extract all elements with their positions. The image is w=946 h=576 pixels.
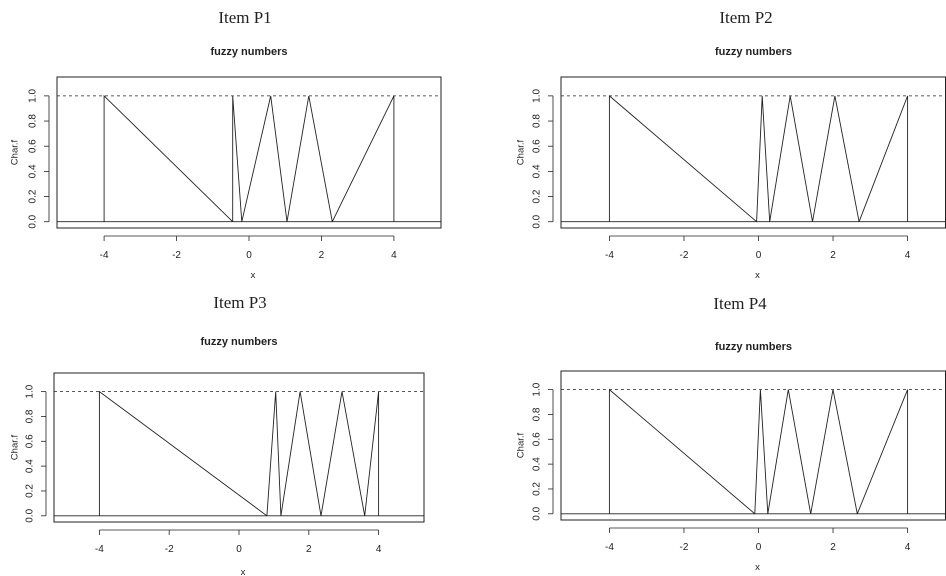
y-tick-label: 0.8 — [25, 409, 36, 423]
y-tick-label: 0.2 — [532, 189, 543, 203]
y-tick-label: 0.0 — [532, 506, 543, 520]
panel-heading-p4: Item P4 — [713, 294, 767, 313]
x-tick-label: 0 — [756, 542, 762, 553]
y-tick-label: 0.6 — [25, 434, 36, 448]
y-tick-label: 0.4 — [28, 164, 39, 178]
x-tick-label: -4 — [605, 250, 614, 261]
fuzzy-chart-p1: fuzzy numbers -4 -2 0 2 4 0.0 0.2 0.4 0.6 0.8 1.0 x C… — [10, 46, 442, 281]
x-tick-label: 4 — [391, 250, 397, 261]
x-axis-label: x — [755, 562, 760, 573]
membership-function-line-3 — [767, 389, 812, 514]
y-tick-label: 0.2 — [532, 482, 543, 496]
chart-title: fuzzy numbers — [210, 46, 287, 58]
x-tick-label: 2 — [306, 544, 312, 555]
membership-function-line-2 — [754, 389, 769, 514]
y-tick-label: 0.2 — [25, 484, 36, 498]
y-tick-label: 0.0 — [28, 214, 39, 228]
membership-function-line-2 — [232, 95, 243, 222]
y-tick-label: 0.2 — [28, 189, 39, 203]
y-tick-label: 0.8 — [532, 114, 543, 128]
membership-function-line-1 — [608, 388, 756, 515]
x-tick-label: 4 — [376, 544, 382, 555]
y-tick-label: 0.4 — [25, 459, 36, 473]
x-tick-label: 4 — [905, 542, 911, 553]
membership-function-line-4 — [286, 95, 333, 222]
x-tick-label: 0 — [246, 250, 252, 261]
plot-frame — [560, 76, 946, 229]
panel-heading-p2: Item P2 — [719, 8, 773, 27]
x-axis-label: x — [241, 567, 246, 576]
fuzzy-chart-p3: fuzzy numbers -4 -2 0 2 4 0.0 0.2 0.4 0.6 0.8 1.0 x C… — [10, 336, 425, 576]
plot-frame — [560, 370, 946, 521]
membership-function-line-4 — [320, 391, 366, 516]
x-tick-label: -4 — [605, 542, 614, 553]
chart-title: fuzzy numbers — [715, 46, 792, 58]
membership-function-line-5 — [331, 95, 395, 222]
x-tick-label: 2 — [830, 542, 836, 553]
membership-function-line-4 — [810, 389, 858, 514]
x-tick-label: -4 — [95, 544, 104, 555]
y-axis-label: Char.f — [10, 434, 21, 460]
panel-heading-p1: Item P1 — [218, 8, 272, 27]
x-tick-label: -2 — [172, 250, 181, 261]
membership-function-line-1 — [103, 94, 234, 223]
y-tick-label: 0.0 — [25, 508, 36, 522]
y-tick-label: 0.4 — [532, 164, 543, 178]
membership-function-line-3 — [241, 95, 288, 222]
plot-frame — [53, 372, 425, 523]
y-tick-label: 0.4 — [532, 457, 543, 471]
x-tick-label: 2 — [319, 250, 325, 261]
x-tick-label: 4 — [905, 250, 911, 261]
x-axis-label: x — [251, 270, 256, 281]
y-tick-label: 0.6 — [532, 432, 543, 446]
membership-function-line-3 — [769, 95, 813, 222]
x-tick-label: -4 — [100, 250, 109, 261]
y-axis-label: Char.f — [10, 139, 21, 165]
y-tick-label: 1.0 — [25, 384, 36, 398]
x-tick-label: 0 — [236, 544, 242, 555]
y-tick-label: 0.8 — [532, 407, 543, 421]
y-tick-label: 1.0 — [532, 382, 543, 396]
plot-frame — [56, 76, 442, 229]
y-axis-label: Char.f — [516, 139, 527, 165]
x-tick-label: -2 — [165, 544, 174, 555]
x-tick-label: -2 — [680, 250, 689, 261]
x-tick-label: -2 — [680, 542, 689, 553]
fuzzy-chart-p2: fuzzy numbers -4 -2 0 2 4 0.0 0.2 0.4 0.6 0.8 1.0 x C… — [516, 46, 946, 281]
y-axis-label: Char.f — [516, 432, 527, 458]
membership-function-line-5 — [858, 95, 909, 222]
panel-heading-p3: Item P3 — [213, 293, 267, 312]
membership-function-line-3 — [280, 391, 322, 516]
membership-function-line-5 — [364, 391, 380, 516]
y-tick-label: 1.0 — [28, 88, 39, 102]
x-axis-label: x — [755, 270, 760, 281]
membership-function-line-2 — [756, 95, 771, 222]
membership-function-line-1 — [608, 94, 757, 223]
chart-title: fuzzy numbers — [715, 341, 792, 353]
y-tick-label: 0.6 — [28, 139, 39, 153]
membership-function-line-1 — [98, 390, 268, 517]
y-tick-label: 0.6 — [532, 139, 543, 153]
x-tick-label: 0 — [756, 250, 762, 261]
y-tick-label: 1.0 — [532, 88, 543, 102]
membership-function-line-4 — [812, 95, 860, 222]
y-tick-label: 0.8 — [28, 114, 39, 128]
y-tick-label: 0.0 — [532, 214, 543, 228]
fuzzy-chart-p4: fuzzy numbers -4 -2 0 2 4 0.0 0.2 0.4 0.6 0.8 1.0 x C… — [516, 341, 946, 573]
chart-title: fuzzy numbers — [200, 336, 277, 348]
membership-function-line-5 — [856, 389, 909, 514]
x-tick-label: 2 — [830, 250, 836, 261]
membership-function-line-2 — [266, 391, 282, 516]
